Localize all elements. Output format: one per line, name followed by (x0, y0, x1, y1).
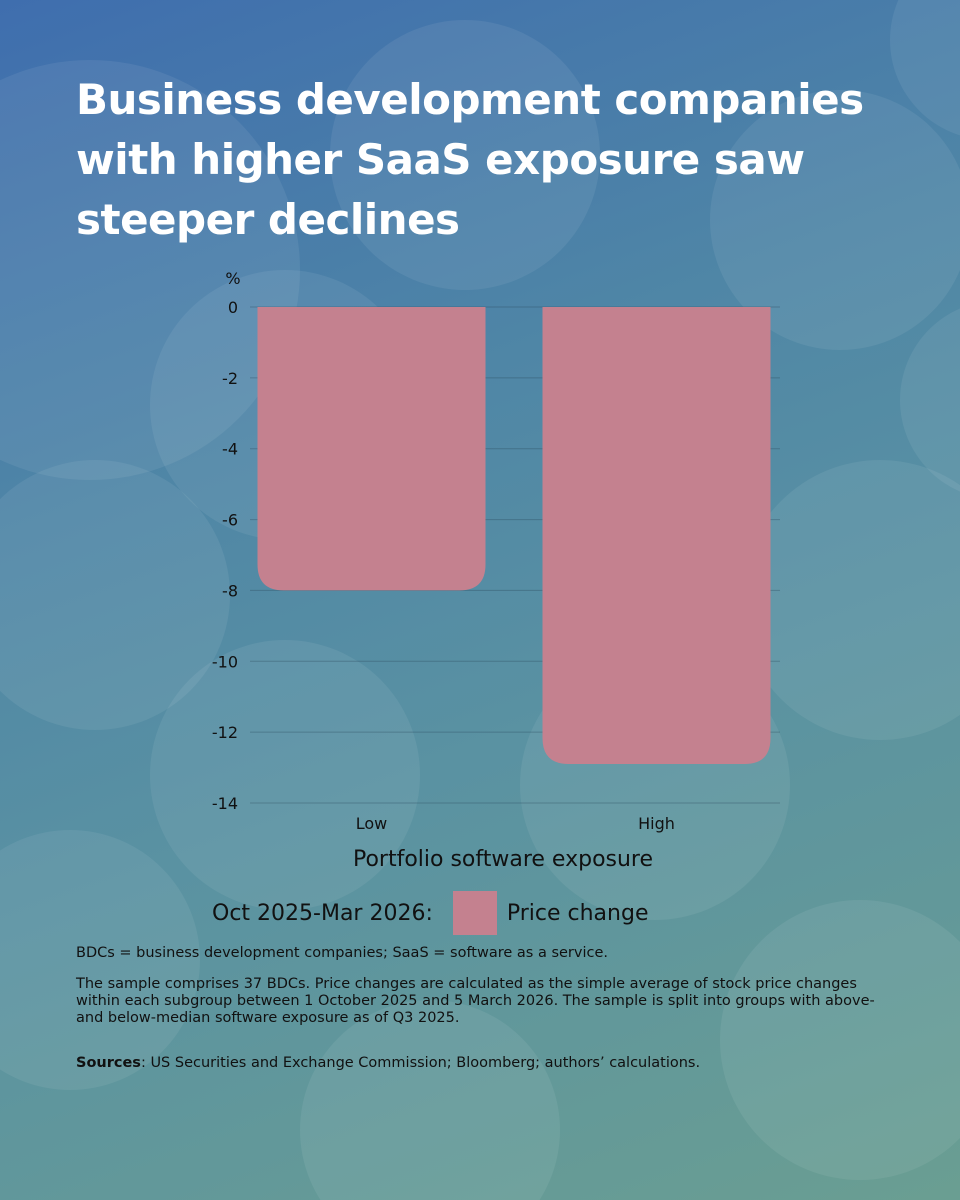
footnotes: BDCs = business development companies; S… (76, 945, 896, 1086)
background-circle (740, 460, 960, 740)
legend: Oct 2025-Mar 2026: Price change (212, 890, 648, 936)
y-tick-label: -10 (212, 652, 238, 671)
bar-high (542, 307, 771, 765)
y-axis-unit-label: % (225, 269, 240, 288)
background-circle (720, 900, 960, 1180)
background-circle (0, 460, 230, 730)
legend-period: Oct 2025-Mar 2026: (212, 900, 433, 926)
background-circle (0, 830, 200, 1090)
y-tick-label: -12 (212, 723, 238, 742)
axes: 0 -2 -4 -6 -8 -10 -12 -14% Low High Portfolio soft… (212, 269, 675, 872)
legend-label: Price change (506, 900, 649, 926)
x-tick-label: Low (356, 814, 388, 833)
chart-title: Business development companies with high… (76, 75, 864, 244)
methodology-note: The sample comprises 37 BDCs. Price chan… (76, 976, 875, 1026)
y-tick-label: -14 (212, 794, 238, 813)
background-circle (330, 20, 600, 290)
sources-note: Sources: US Securities and Exchange Comm… (76, 1055, 896, 1072)
x-tick-label: High (638, 814, 675, 833)
y-tick-label: 0 (228, 298, 238, 317)
y-tick-label: -4 (222, 440, 238, 459)
background-circle (300, 1000, 560, 1200)
y-tick-label: -2 (222, 369, 238, 388)
background-circle (150, 640, 420, 910)
y-tick-label: -8 (222, 581, 238, 600)
abbreviation-note: BDCs = business development companies; S… (76, 945, 608, 961)
background-circle (710, 90, 960, 350)
legend-swatch (452, 891, 497, 935)
sources-label: Sources (76, 1055, 141, 1071)
y-tick-label: -6 (222, 511, 238, 530)
bar-low (257, 307, 486, 591)
bar-chart: 0 -2 -4 -6 -8 -10 -12 -14% Low High Portfolio soft… (212, 269, 780, 872)
bars (257, 307, 771, 765)
x-axis-title: Portfolio software exposure (353, 847, 653, 872)
sources-text: : US Securities and Exchange Commission;… (140, 1055, 701, 1071)
